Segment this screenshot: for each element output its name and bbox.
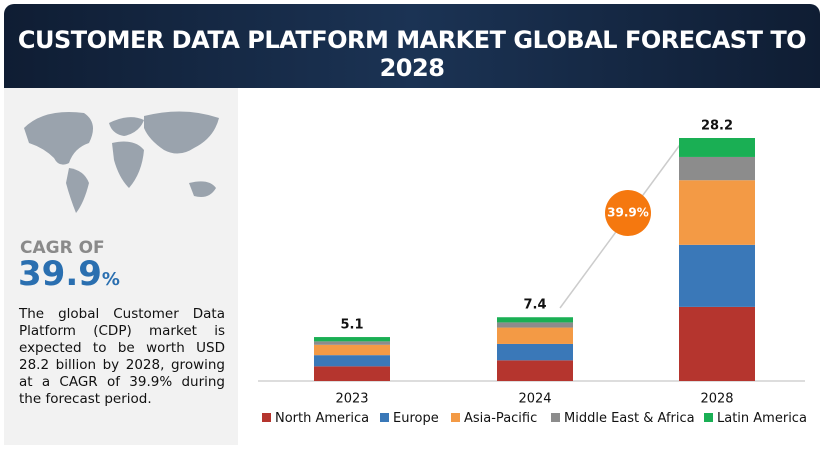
header: CUSTOMER DATA PLATFORM MARKET GLOBAL FOR… (4, 4, 820, 111)
legend-label: Latin America (717, 411, 807, 426)
total-label: 7.4 (523, 298, 546, 313)
bar-segment (679, 306, 755, 381)
bar-segment (314, 337, 390, 342)
cagr-label: CAGR OF (20, 238, 105, 258)
bar-segment (679, 138, 755, 157)
bar-segment (497, 317, 573, 323)
title: CUSTOMER DATA PLATFORM MARKET GLOBAL FOR… (17, 26, 807, 82)
legend-swatch (451, 413, 460, 422)
legend-swatch (551, 413, 560, 422)
bar-segment (679, 156, 755, 181)
bar-segment (679, 180, 755, 245)
cagr: 39.9% (18, 254, 120, 294)
x-tick-label: 2028 (700, 392, 733, 407)
cagr-unit: % (101, 269, 120, 290)
bar-segment (314, 344, 390, 356)
total-label: 5.1 (340, 318, 363, 333)
x-tick-label: 2023 (335, 392, 368, 407)
bar-segment (679, 244, 755, 307)
bar-segment (497, 327, 573, 344)
legend-label: Europe (393, 411, 439, 426)
description: The global Customer Data Platform (CDP) … (19, 306, 225, 407)
subtitle: (USD BN) (354, 86, 470, 111)
annotation: 39.9% (607, 206, 649, 220)
legend-swatch (704, 413, 713, 422)
legend-swatch (380, 413, 389, 422)
legend-label: North America (275, 411, 369, 426)
bar-segment (497, 322, 573, 328)
legend-label: Middle East & Africa (564, 411, 695, 426)
legend-swatch (262, 413, 271, 422)
bar-segment (314, 355, 390, 367)
bar-segment (497, 360, 573, 381)
bar-segment (314, 341, 390, 345)
total-label: 28.2 (701, 119, 733, 134)
cagr-value: 39.9 (18, 254, 102, 294)
bar-segment (314, 366, 390, 381)
cagr-bubble (605, 190, 651, 236)
legend-label: Asia-Pacific (464, 411, 537, 426)
world-map (24, 111, 219, 213)
bar-segment (497, 343, 573, 361)
x-tick-label: 2024 (518, 392, 551, 407)
sidebar: CAGR OF 39.9% The global Customer Data P… (4, 88, 238, 445)
